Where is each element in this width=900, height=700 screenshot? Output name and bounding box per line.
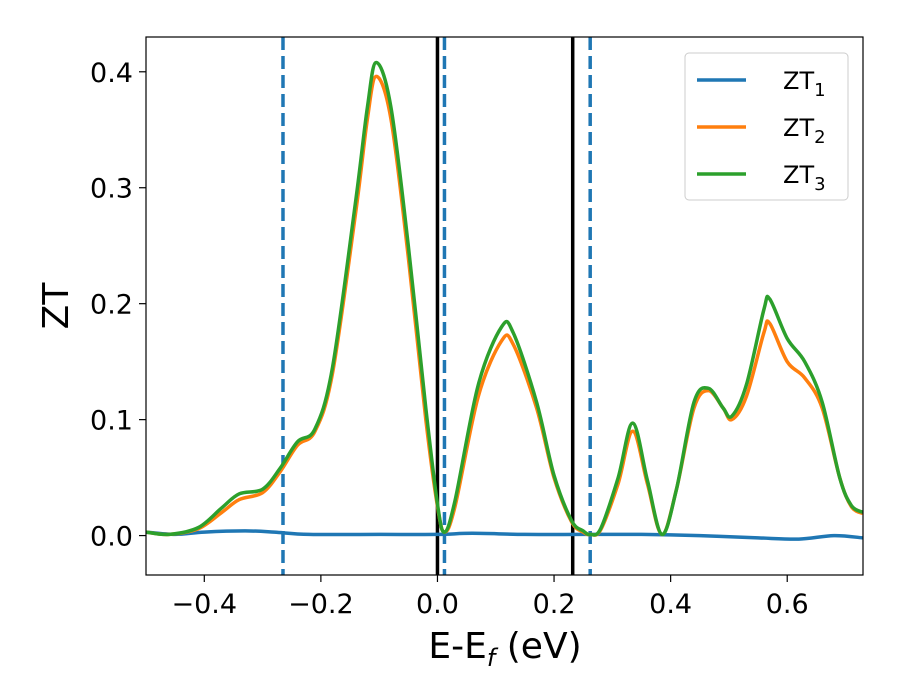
x-tick-label: −0.4 [172, 589, 238, 620]
y-tick-label: 0.4 [90, 58, 133, 89]
series-lines [146, 60, 863, 541]
vertical-reference-lines [281, 37, 592, 575]
x-tick-label: 0.2 [533, 589, 576, 620]
y-tick-label: 0.0 [90, 522, 133, 553]
legend-box [684, 52, 849, 201]
legend-label: ZT1 [783, 67, 826, 101]
series-line-zt1 [146, 529, 863, 541]
y-tick-label: 0.1 [90, 406, 133, 437]
series-line-zt3 [146, 60, 863, 537]
y-tick-label: 0.3 [90, 174, 133, 205]
legend-label: ZT2 [783, 114, 826, 148]
plot-frame [145, 36, 864, 576]
x-tick-label: −0.2 [288, 589, 354, 620]
x-axis: −0.4 −0.2 0.0 0.2 0.4 0.6 [172, 575, 809, 620]
y-axis-label: ZT [36, 282, 77, 330]
x-tick-label: 0.0 [416, 589, 459, 620]
y-axis: 0.0 0.1 0.2 0.3 0.4 [90, 58, 146, 553]
x-tick-label: 0.6 [766, 589, 809, 620]
legend: ZT1 ZT2 ZT3 [684, 52, 849, 201]
x-axis-label: E-Ef (eV) [428, 626, 581, 672]
legend-label: ZT3 [783, 161, 826, 195]
y-tick-label: 0.2 [90, 290, 133, 321]
x-tick-label: 0.4 [649, 589, 692, 620]
